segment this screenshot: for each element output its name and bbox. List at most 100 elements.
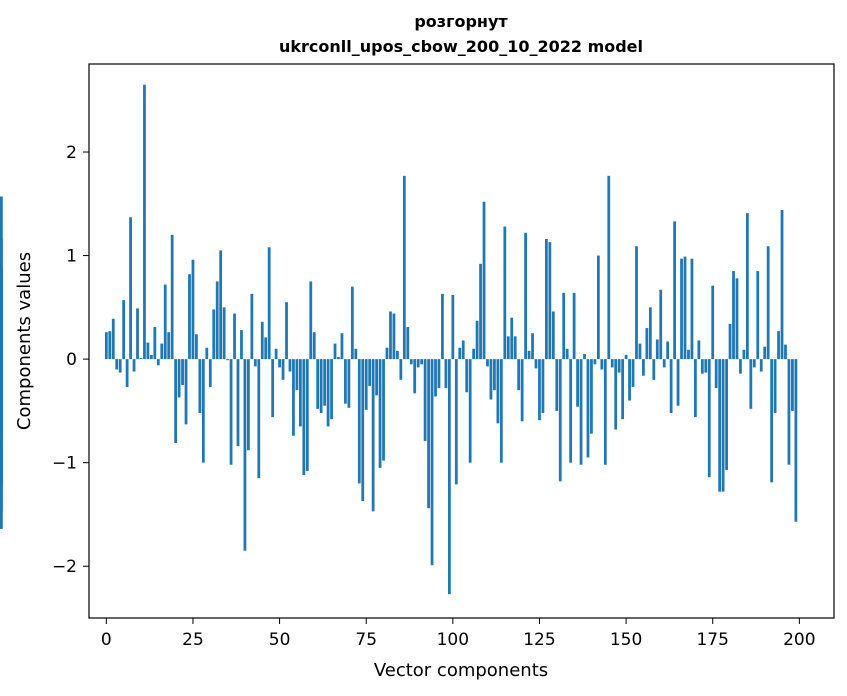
bar-93 [427,359,430,509]
bar-68 [340,333,344,360]
bar-179 [725,359,728,470]
y-tick-label-0: 0 [66,350,77,370]
y-axis-ticks: −2 −1 0 1 2 [52,143,89,577]
bar-99 [447,359,451,595]
bar-35 [226,359,229,361]
bar-undefined [0,358,3,360]
x-tick-label-150: 150 [610,630,642,650]
y-tick-label-2: 2 [66,143,77,163]
bar-39 [240,330,243,360]
bar-33 [219,250,223,360]
bar-102 [458,347,462,360]
bar-77 [371,359,375,512]
x-tick-label-125: 125 [523,630,555,650]
bar-84 [396,350,399,360]
bar-70 [347,359,351,408]
bar-55 [295,359,299,391]
bar-144 [603,359,607,465]
bar-126 [541,359,545,413]
bar-83 [392,313,396,360]
bar-122 [527,350,531,360]
bar-20 [174,359,178,443]
bar-161 [662,359,666,368]
bar-57 [302,359,306,476]
bar-117 [510,317,514,360]
bar-197 [787,359,791,465]
bar-151 [628,359,631,401]
bar-72 [354,348,358,360]
bar-4 [118,359,122,373]
x-tick-label-50: 50 [269,630,291,650]
bar-188 [756,271,760,360]
bar-159 [655,339,659,360]
bar-167 [683,256,687,360]
bar-173 [704,359,708,373]
x-tick-label-0: 0 [101,630,112,650]
bar-145 [607,175,611,360]
bar-42 [250,293,254,360]
bar-31 [212,309,216,360]
bar-48 [271,359,275,418]
bar-121 [524,232,527,360]
bar-127 [545,239,548,360]
bar-177 [718,359,722,492]
bar-138 [583,353,586,360]
bar-46 [264,337,268,360]
bar-152 [631,359,635,388]
bar-104 [465,359,469,393]
bar-60 [312,332,316,360]
bar-45 [260,321,264,360]
bar-74 [361,359,365,501]
bar-125 [538,359,541,421]
bar-17 [163,284,167,360]
bar-75 [364,359,368,410]
bar-183 [739,359,742,374]
bar-15 [156,359,160,366]
y-tick-label-1: 1 [66,247,77,267]
bar-95 [434,359,437,397]
bar-131 [558,359,562,482]
bar-135 [572,292,576,360]
bar-69 [344,359,347,404]
bar-186 [749,359,753,409]
bar-158 [652,359,656,380]
bar-67 [337,357,340,360]
bar-80 [382,359,385,461]
bar-26 [195,334,198,360]
bar-88 [409,359,413,365]
bar-47 [267,247,271,360]
bar-14 [153,327,157,360]
bar-190 [763,346,767,360]
bar-38 [236,359,240,447]
bar-133 [565,348,569,360]
bar-6 [125,359,129,388]
bar-140 [590,359,593,434]
bar-189 [759,359,763,372]
bar-97 [441,293,444,360]
bar-36 [229,359,233,465]
bar-28 [201,359,205,463]
bar-184 [742,349,746,360]
bar-62 [319,359,323,413]
bar-193 [773,359,777,413]
bar-53 [288,359,292,372]
y-tick-label--2: −2 [52,557,77,577]
bar-171 [697,340,701,360]
bar-96 [437,359,441,389]
bar-198 [791,359,794,411]
bar-136 [576,359,579,407]
bar-66 [333,343,337,360]
bar-87 [406,327,410,360]
bar-0 [104,332,108,360]
bar-150 [624,354,628,360]
bar-86 [402,175,406,360]
bar-162 [666,341,670,360]
bar-147 [614,359,618,430]
x-axis-label: Vector components [374,660,548,681]
bar-78 [375,359,378,396]
bar-24 [188,274,191,360]
y-axis-label: Components values [14,252,35,430]
bar-50 [278,359,281,368]
bar-160 [659,289,663,360]
